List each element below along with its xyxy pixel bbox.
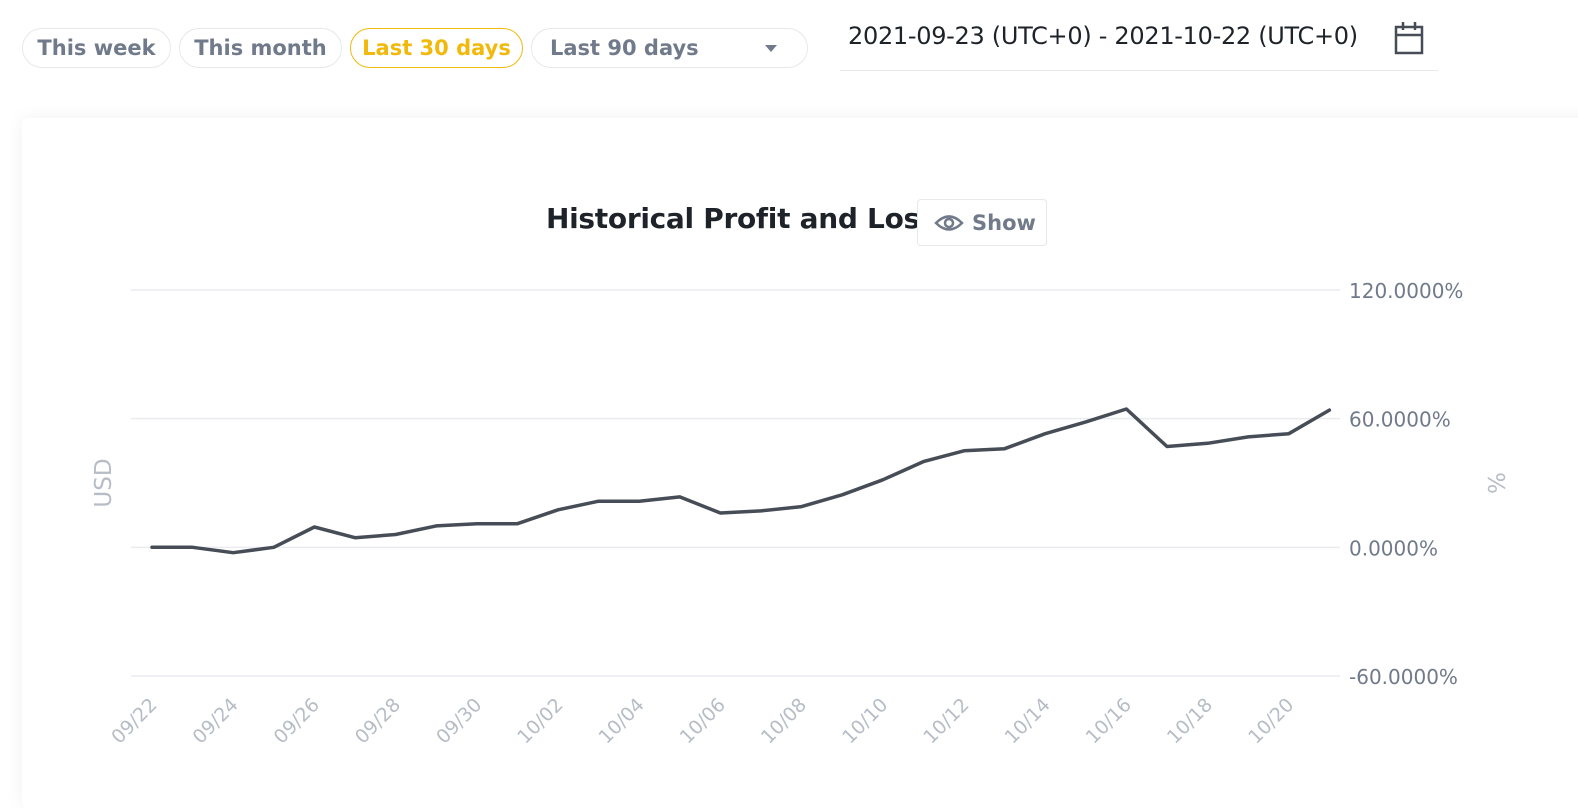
x-tick-label: 10/04: [594, 694, 648, 748]
x-tick-label: 10/20: [1244, 694, 1298, 748]
x-tick-label: 10/02: [513, 694, 567, 748]
y-axis-label-percent: %: [1482, 472, 1508, 494]
chart-card: [22, 118, 1578, 808]
x-tick-label: 09/22: [107, 694, 161, 748]
chart-title: Historical Profit and Loss: [546, 202, 937, 235]
pnl-series-line: [150, 407, 1332, 555]
x-tick-label: 09/26: [270, 694, 324, 748]
last-90-days-label: Last 90 days: [550, 36, 699, 60]
x-axis-ticks: 09/22 09/24 09/26 09/28 09/30 10/02 10/04 10/06…: [107, 694, 1298, 748]
y-tick-label: 0.0000%: [1349, 536, 1438, 560]
show-button[interactable]: Show: [917, 199, 1047, 246]
y-tick-label: 60.0000%: [1349, 408, 1451, 432]
last-90-days-dropdown[interactable]: Last 90 days: [531, 28, 808, 68]
show-button-label: Show: [972, 210, 1036, 235]
last-30-days-button[interactable]: Last 30 days: [350, 28, 523, 68]
y-tick-label: -60.0000%: [1349, 665, 1458, 689]
date-range-text: 2021-09-23 (UTC+0) - 2021-10-22 (UTC+0): [848, 22, 1358, 50]
x-tick-label: 10/08: [757, 694, 811, 748]
caret-down-icon: [765, 45, 777, 52]
x-tick-label: 10/10: [838, 694, 892, 748]
x-tick-label: 10/12: [919, 694, 973, 748]
x-tick-label: 09/28: [351, 694, 405, 748]
this-month-button[interactable]: This month: [179, 28, 342, 68]
x-tick-label: 10/14: [1000, 694, 1054, 748]
x-tick-label: 09/30: [432, 694, 486, 748]
x-tick-label: 10/06: [676, 694, 730, 748]
y-axis-label-usd: USD: [91, 458, 117, 507]
grid-lines: [131, 289, 1340, 677]
date-range-picker[interactable]: 2021-09-23 (UTC+0) - 2021-10-22 (UTC+0): [840, 16, 1438, 71]
x-tick-label: 10/16: [1082, 694, 1136, 748]
x-tick-label: 09/24: [188, 694, 242, 748]
series-group: [150, 407, 1332, 555]
calendar-icon[interactable]: [1394, 21, 1424, 55]
x-tick-label: 10/18: [1163, 694, 1217, 748]
pnl-line-chart: 120.0000%60.0000%0.0000%-60.0000% 09/22 0…: [91, 279, 1508, 748]
y-axis-ticks: 120.0000% 60.0000% 0.0000% -60.0000%: [1349, 279, 1463, 689]
this-week-button[interactable]: This week: [22, 28, 171, 68]
y-tick-label: 120.0000%: [1349, 279, 1463, 303]
eye-icon: [934, 214, 964, 231]
